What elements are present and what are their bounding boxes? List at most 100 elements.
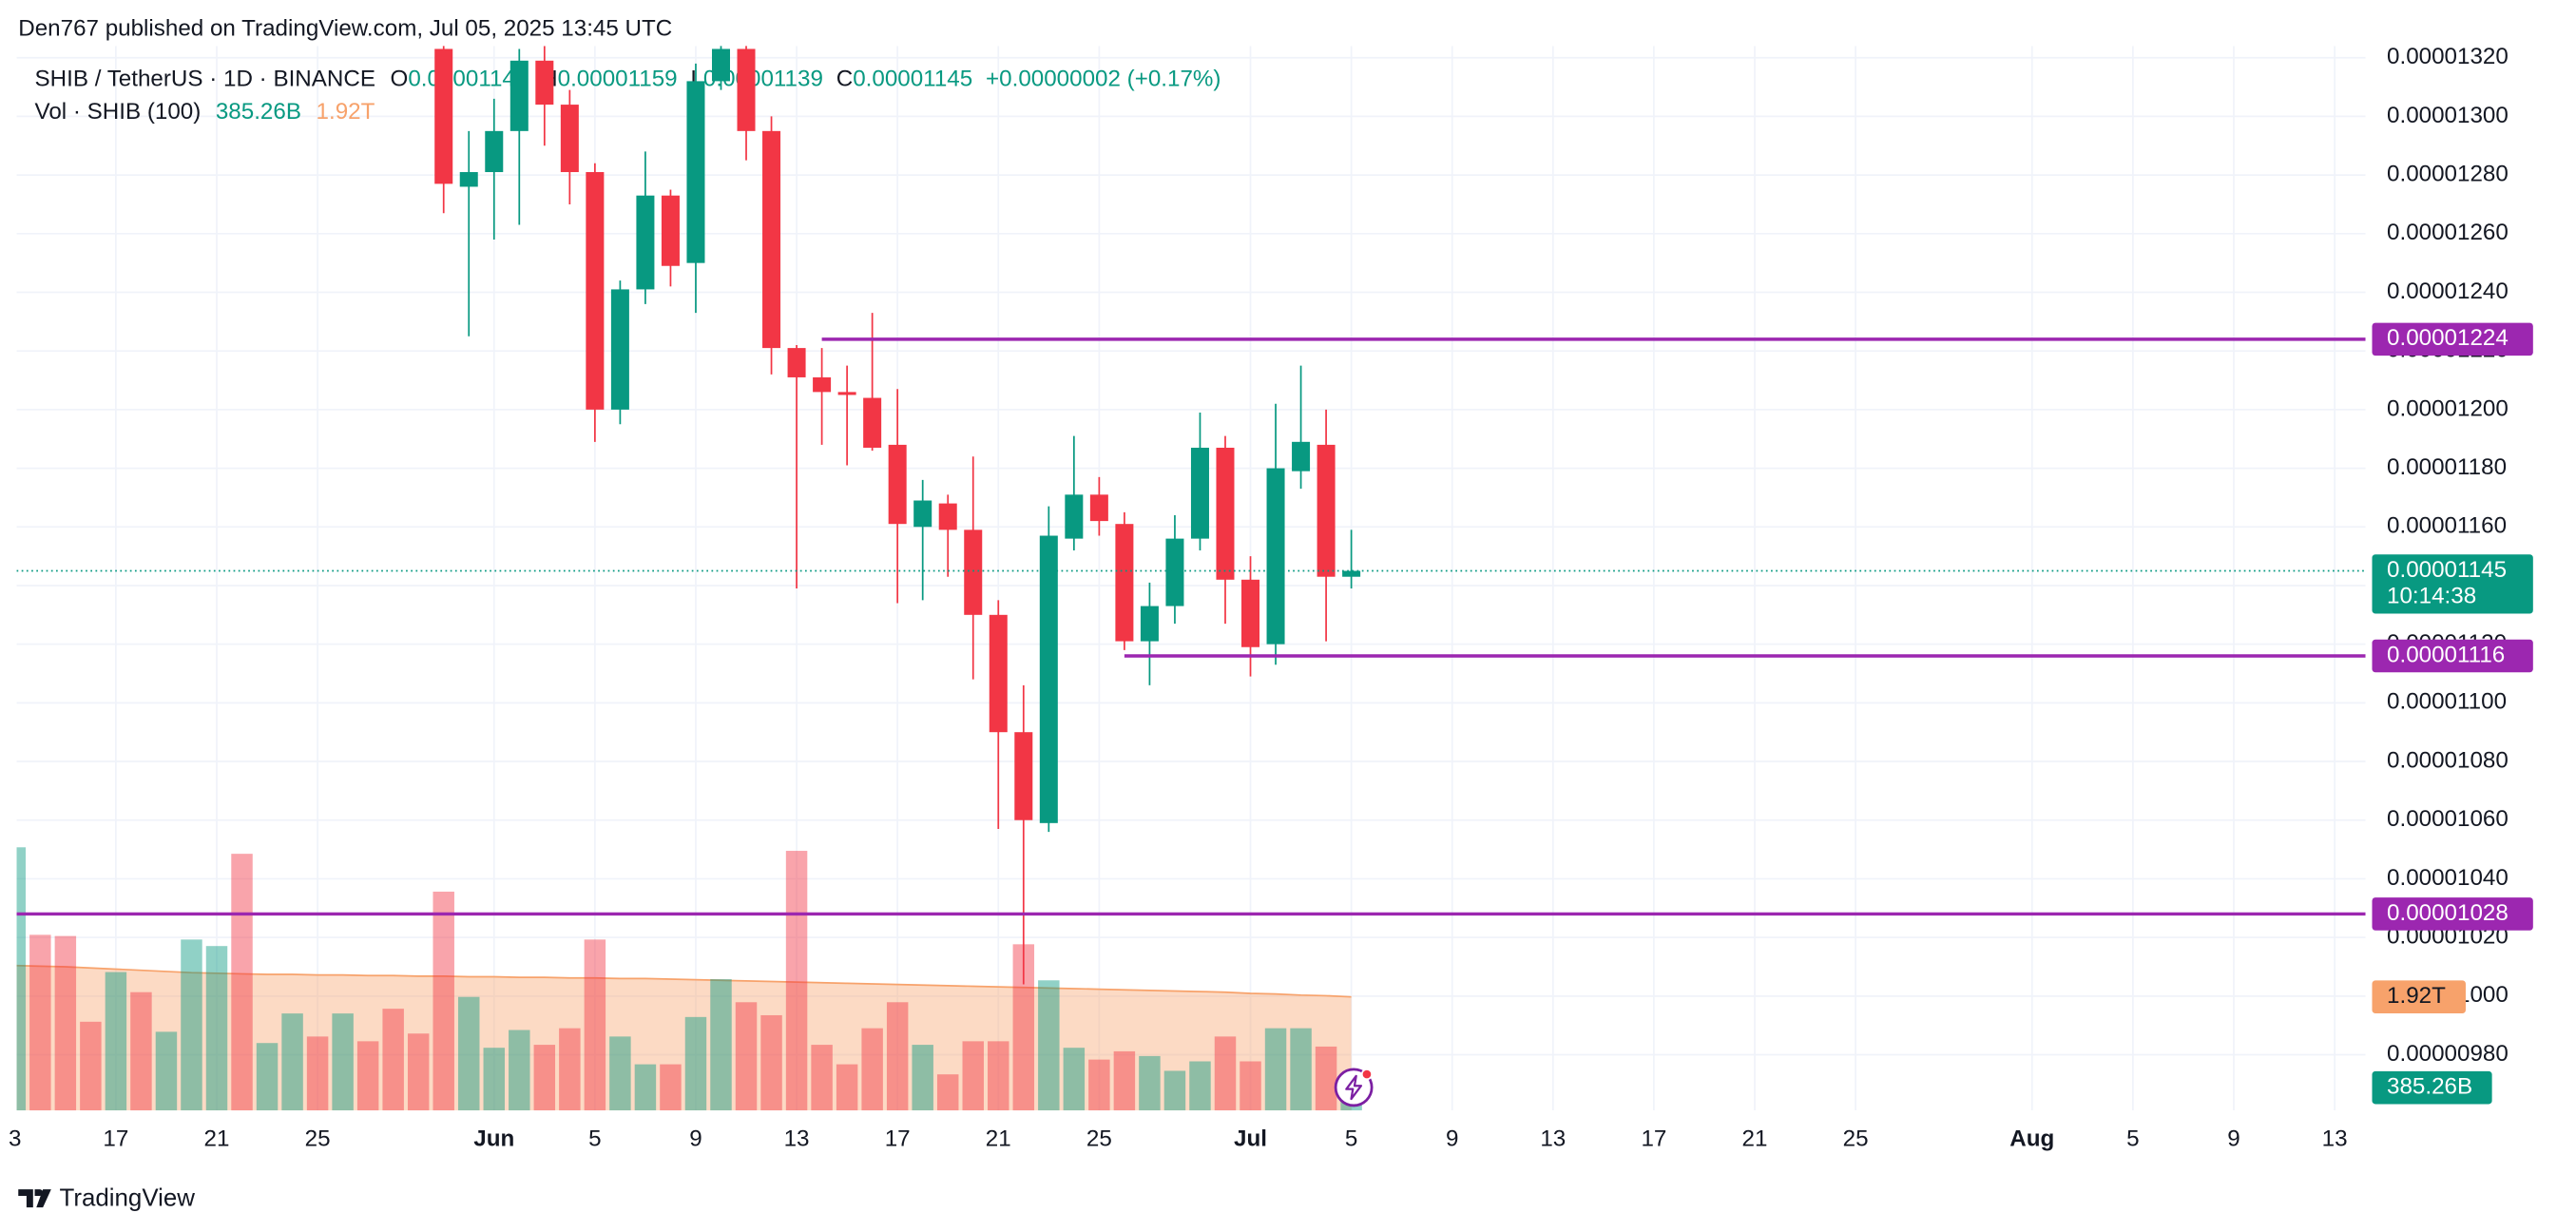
volume-bar bbox=[936, 1074, 959, 1111]
x-tick-label: 17 bbox=[1641, 1126, 1666, 1152]
volume-bar bbox=[332, 1013, 354, 1111]
replay-icon[interactable] bbox=[1334, 1068, 1374, 1107]
volume-ma-badge-label: 1.92T bbox=[2387, 983, 2446, 1009]
candle-body bbox=[1140, 606, 1159, 642]
volume-bar bbox=[29, 934, 51, 1111]
legend-line: Vol · SHIB (100) 385.26B 1.92T bbox=[35, 100, 375, 125]
volume-bar bbox=[1088, 1059, 1110, 1111]
x-tick-label: 21 bbox=[1742, 1126, 1768, 1152]
candle-body bbox=[1115, 524, 1134, 642]
candle-body bbox=[1165, 538, 1184, 606]
x-tick-label: 13 bbox=[784, 1126, 810, 1152]
candle-body bbox=[813, 376, 832, 393]
volume-ma-badge bbox=[2372, 980, 2466, 1013]
candles bbox=[434, 46, 1361, 985]
volume-bar bbox=[256, 1043, 279, 1111]
volume-bar bbox=[205, 946, 228, 1111]
candle-body bbox=[888, 444, 907, 525]
y-tick-label: 0.00001280 bbox=[2387, 162, 2509, 187]
level-badge bbox=[2372, 639, 2533, 673]
y-tick-label: 0.00001260 bbox=[2387, 220, 2509, 245]
brand-logo bbox=[18, 1189, 51, 1208]
candle-body bbox=[560, 105, 579, 173]
brand-name: TradingView bbox=[59, 1184, 195, 1211]
x-tick-label: Jun bbox=[473, 1126, 514, 1152]
volume-bar bbox=[509, 1030, 530, 1111]
volume-bar bbox=[1240, 1061, 1261, 1111]
volume-bar bbox=[760, 1014, 782, 1111]
candle-body bbox=[535, 60, 554, 106]
level-label: 0.00001116 bbox=[2387, 642, 2505, 667]
volume-bar bbox=[16, 847, 27, 1111]
candle-body bbox=[686, 81, 705, 263]
candle-body bbox=[1317, 444, 1336, 577]
volume-bar bbox=[811, 1045, 833, 1111]
footer: TradingView bbox=[18, 1184, 195, 1211]
volume-bar bbox=[609, 1036, 631, 1111]
volume-bar bbox=[1189, 1061, 1211, 1111]
candle-body bbox=[1065, 494, 1084, 539]
volume-bar bbox=[735, 1002, 758, 1111]
x-tick-label: 9 bbox=[2227, 1126, 2240, 1152]
x-tick-label: 5 bbox=[588, 1126, 601, 1152]
y-tick-label: 0.00001100 bbox=[2387, 689, 2507, 715]
volume-bar bbox=[1315, 1046, 1337, 1111]
volume-bar bbox=[155, 1031, 178, 1111]
y-tick-label: 0.00001080 bbox=[2387, 747, 2509, 773]
volume-badge-label: 385.26B bbox=[2387, 1074, 2472, 1100]
current-price-label: 0.00001145 bbox=[2387, 557, 2507, 583]
volume-bar bbox=[54, 935, 77, 1111]
volume-bar bbox=[962, 1041, 984, 1111]
candle-body bbox=[938, 503, 957, 530]
candle-body bbox=[787, 348, 806, 377]
volume-ma-line bbox=[16, 964, 1352, 998]
countdown: 10:14:38 bbox=[2387, 584, 2476, 609]
volume-bar bbox=[382, 1009, 404, 1111]
volume-title: Vol · SHIB (100) bbox=[35, 100, 202, 125]
ohlc-label: C bbox=[836, 67, 853, 92]
volume-ma-area bbox=[16, 965, 1352, 1111]
candle-body bbox=[1014, 732, 1033, 820]
x-tick-label: 21 bbox=[204, 1126, 230, 1152]
volume-bar bbox=[181, 939, 202, 1111]
x-tick-label: 3 bbox=[9, 1126, 21, 1152]
candle-body bbox=[1342, 570, 1361, 577]
y-tick-label: 0.00001040 bbox=[2387, 865, 2509, 891]
candle-body bbox=[434, 48, 453, 184]
candle-body bbox=[711, 48, 730, 82]
level-label: 0.00001224 bbox=[2387, 325, 2509, 351]
candle-body bbox=[1216, 447, 1235, 580]
volume-badge bbox=[2372, 1070, 2492, 1105]
volume-pane bbox=[16, 847, 1362, 1111]
icon-dot bbox=[1360, 1068, 1373, 1081]
y-tick-label: 0.00000980 bbox=[2387, 1041, 2509, 1067]
y-tick-label: 0.00001300 bbox=[2387, 103, 2509, 128]
ohlc-value: 0.00001159 bbox=[558, 67, 678, 92]
volume-bar bbox=[483, 1048, 506, 1111]
y-tick-label: 0.00001160 bbox=[2387, 513, 2507, 539]
attribution: Den767 published on TradingView.com, Jul… bbox=[18, 15, 672, 41]
volume-bar bbox=[988, 1041, 1009, 1111]
price-lines bbox=[16, 337, 2366, 916]
ohlc-label: O bbox=[391, 67, 409, 92]
x-tick-label: Aug bbox=[2009, 1126, 2054, 1152]
level-badge bbox=[2372, 322, 2533, 356]
x-tick-label: 17 bbox=[103, 1126, 128, 1152]
x-tick-label: Jul bbox=[1234, 1126, 1267, 1152]
volume-bar bbox=[1214, 1036, 1237, 1111]
candle-body bbox=[964, 529, 983, 615]
volume-bar bbox=[861, 1028, 883, 1111]
y-tick-label: 0.00001060 bbox=[2387, 806, 2509, 832]
candle-body bbox=[610, 289, 629, 410]
volume-bar bbox=[660, 1064, 682, 1111]
volume-bar bbox=[684, 1016, 707, 1111]
volume-bar bbox=[634, 1064, 657, 1111]
candle-body bbox=[1292, 441, 1311, 472]
volume-bar bbox=[710, 979, 732, 1111]
y-tick-label: 0.00001180 bbox=[2387, 454, 2507, 480]
volume-bar bbox=[785, 851, 808, 1111]
volume-bar bbox=[836, 1064, 858, 1111]
